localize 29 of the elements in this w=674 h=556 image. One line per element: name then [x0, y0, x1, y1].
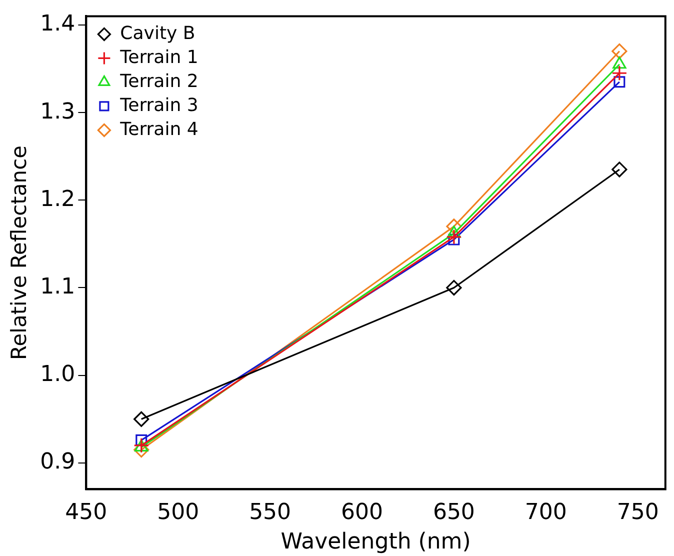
legend-label: Terrain 1 [119, 46, 198, 68]
x-tick-label: 500 [157, 500, 200, 526]
x-tick-label: 650 [432, 500, 475, 526]
x-tick-label: 600 [341, 500, 384, 526]
point [612, 43, 628, 60]
x-axis-title: Wavelength (nm) [280, 530, 471, 555]
legend-label: Terrain 2 [119, 70, 198, 92]
x-tick-label: 450 [65, 500, 108, 526]
point [446, 229, 462, 245]
point [448, 234, 460, 246]
point [614, 76, 626, 88]
point [446, 280, 462, 296]
y-tick-label: 1.1 [40, 274, 76, 300]
legend-label: Terrain 3 [119, 94, 198, 116]
point [612, 162, 628, 178]
legend-label: Terrain 4 [119, 118, 198, 140]
x-tick-label: 700 [524, 500, 567, 526]
y-axis-title: Relative Reflectance [7, 145, 32, 360]
x-tick-label: 750 [616, 500, 659, 526]
legend-label: Cavity B [120, 22, 196, 44]
y-tick-label: 1.4 [40, 12, 76, 37]
point [134, 442, 150, 458]
point [134, 411, 150, 427]
x-tick-label: 550 [249, 500, 292, 526]
y-tick-label: 1.0 [40, 362, 76, 388]
y-tick-label: 1.2 [40, 186, 76, 212]
y-tick-label: 0.9 [40, 450, 76, 475]
y-tick-label: 1.3 [40, 99, 76, 124]
point [612, 65, 628, 81]
